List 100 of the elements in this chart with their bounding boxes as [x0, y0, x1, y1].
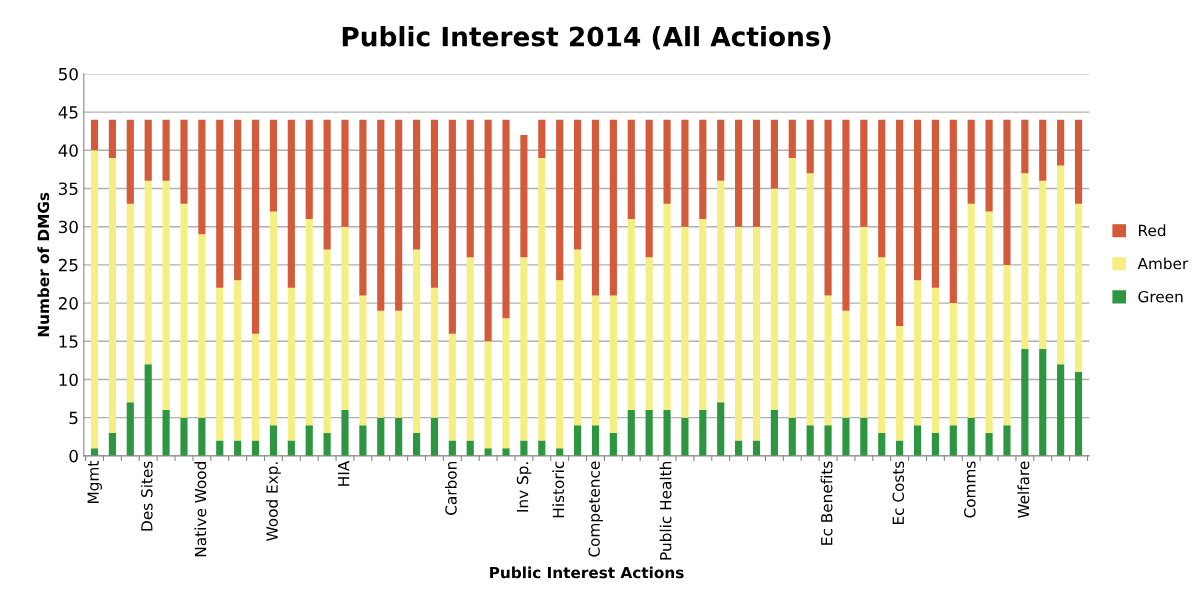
- bar: [717, 119, 725, 181]
- bar: [466, 119, 474, 258]
- bar: [287, 440, 295, 456]
- bar: [198, 234, 206, 418]
- bar: [878, 119, 886, 258]
- bar: [251, 119, 260, 334]
- x-tick-label: Carbon: [444, 462, 457, 515]
- bar: [717, 402, 725, 456]
- bar: [806, 119, 814, 174]
- bar: [251, 440, 260, 456]
- bar: [860, 226, 868, 418]
- bar: [377, 119, 385, 311]
- bar: [395, 119, 403, 311]
- bar: [162, 119, 170, 181]
- bar: [591, 295, 600, 426]
- bar: [824, 119, 832, 296]
- x-tick-label: HIA: [338, 460, 350, 486]
- bar: [556, 119, 564, 281]
- bar: [752, 226, 761, 441]
- bar: [520, 257, 528, 441]
- bar: [1003, 425, 1011, 456]
- bar: [860, 417, 868, 456]
- bar: [234, 280, 242, 441]
- bar: [842, 310, 850, 418]
- bar: [144, 119, 152, 181]
- bar: [180, 203, 188, 418]
- bar: [377, 417, 385, 456]
- bar: [931, 432, 939, 456]
- bar: [395, 417, 403, 456]
- bar: [699, 119, 707, 220]
- bar: [538, 440, 546, 456]
- bar: [412, 432, 421, 456]
- bar: [538, 119, 546, 158]
- bar: [162, 180, 170, 411]
- bar: [681, 119, 689, 227]
- bar: [305, 119, 313, 220]
- bar: [681, 417, 689, 456]
- bar: [269, 119, 278, 212]
- bar: [806, 173, 814, 426]
- bar: [341, 119, 349, 227]
- bar: [645, 119, 653, 258]
- x-tick-label: Inv Sp.: [516, 462, 532, 512]
- bar: [717, 180, 725, 403]
- bar: [806, 425, 814, 456]
- bar: [502, 119, 510, 319]
- bar: [430, 119, 439, 288]
- bar: [287, 287, 295, 441]
- bar: [216, 119, 224, 288]
- bar: [949, 425, 957, 456]
- x-axis-title: Public Interest Actions: [490, 566, 684, 579]
- x-tick-label: Native Wood: [194, 462, 207, 557]
- x-tick-label: Public Health: [659, 462, 672, 560]
- bar: [502, 448, 510, 456]
- bar: [377, 310, 385, 418]
- bar: [1057, 119, 1065, 166]
- bar: [896, 325, 904, 441]
- legend-label: Green: [1138, 290, 1183, 303]
- x-tick-label: Mgmt: [87, 461, 102, 503]
- bar: [1074, 371, 1083, 456]
- bar: [126, 119, 134, 204]
- legend-label: Red: [1139, 224, 1166, 237]
- bar: [234, 119, 242, 281]
- bar: [126, 402, 134, 456]
- bar: [735, 119, 743, 227]
- bar: [341, 226, 349, 411]
- bar: [412, 119, 421, 250]
- bar: [144, 180, 152, 365]
- bar: [108, 432, 116, 456]
- bar: [735, 226, 743, 441]
- bar: [359, 425, 367, 456]
- chart-title: Public Interest 2014 (All Actions): [342, 26, 831, 50]
- bar: [788, 119, 796, 158]
- bar: [699, 219, 707, 411]
- x-tick-label: Historic: [552, 461, 565, 518]
- bar: [824, 425, 832, 456]
- bar: [1074, 119, 1083, 204]
- bar: [448, 440, 456, 456]
- bar: [448, 119, 456, 334]
- bar: [412, 249, 421, 433]
- bar: [144, 364, 152, 456]
- bar: [1003, 119, 1011, 265]
- y-tick-label: 25: [58, 258, 78, 272]
- bar: [735, 440, 743, 456]
- bar: [967, 203, 975, 418]
- y-tick-label: 10: [59, 373, 78, 387]
- bar: [538, 157, 546, 441]
- bar: [180, 417, 188, 456]
- x-tick-label: Comms: [964, 461, 976, 518]
- x-tick-label: Wood Exp.: [266, 462, 281, 541]
- bar: [627, 219, 635, 411]
- bar: [645, 257, 653, 411]
- bar: [216, 440, 224, 456]
- y-axis-title: Number of DMGs: [37, 192, 50, 337]
- bar: [108, 157, 116, 433]
- bar: [162, 410, 170, 456]
- x-tick-label: Des Sites: [140, 461, 153, 531]
- y-tick-label: 30: [58, 220, 78, 234]
- bar: [860, 119, 868, 227]
- bar: [985, 211, 993, 433]
- bar: [663, 410, 671, 456]
